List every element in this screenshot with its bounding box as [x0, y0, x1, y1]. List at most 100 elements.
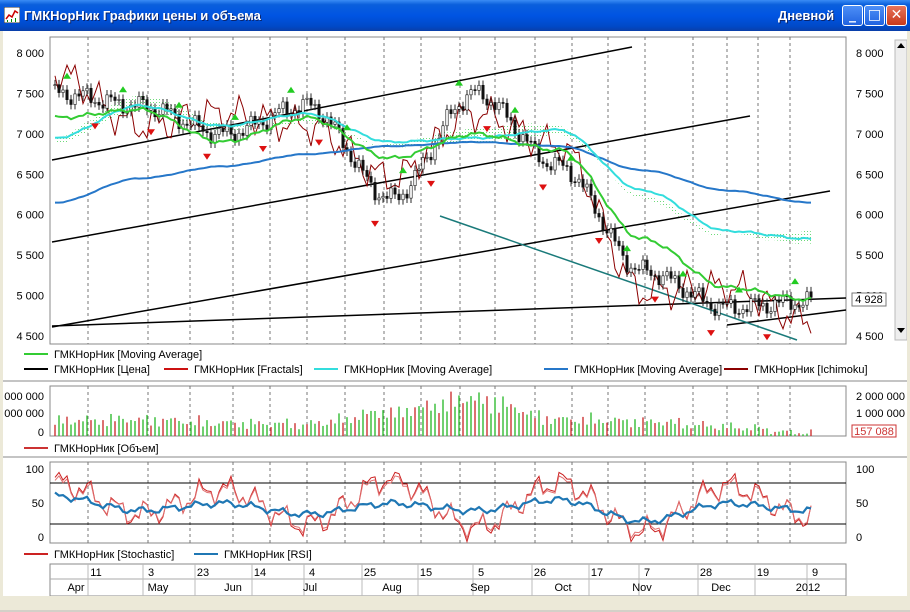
- volume-vertical-grid: [87, 386, 791, 436]
- maximize-button[interactable]: □: [864, 5, 885, 26]
- x-day-label: 9: [812, 567, 818, 579]
- price-candle-body: [797, 304, 801, 308]
- x-month-label: Sep: [470, 582, 490, 594]
- price-candle-body: [689, 291, 693, 298]
- price-right-tick: 4 500: [856, 331, 884, 343]
- price-candle-body: [461, 106, 465, 111]
- price-candle-body: [597, 213, 601, 218]
- price-left-tick: 4 500: [16, 331, 44, 343]
- x-month-label: Jun: [224, 582, 242, 594]
- price-candle-body: [457, 106, 461, 110]
- price-candle-body: [389, 187, 393, 199]
- price-candle-body: [113, 96, 117, 101]
- price-candle-body: [509, 117, 513, 121]
- price-candle-body: [653, 275, 657, 277]
- price-candle-body: [693, 291, 697, 298]
- legend-label: ГМКНорНик [Moving Average]: [54, 349, 202, 361]
- last-volume-label: 157 088: [854, 426, 894, 438]
- close-button[interactable]: ✕: [886, 5, 907, 26]
- price-candle-body: [573, 181, 577, 184]
- price-candle-body: [413, 170, 417, 186]
- price-candle-body: [57, 84, 61, 93]
- price-candle-body: [369, 176, 373, 183]
- oscillator-plot-area: [49, 461, 847, 544]
- rsi-line: [54, 491, 812, 525]
- price-candle-body: [681, 288, 685, 298]
- price-candle-body: [729, 299, 733, 304]
- price-candle-body: [69, 99, 73, 105]
- period-label[interactable]: Дневной: [778, 8, 835, 23]
- price-candle-body: [117, 99, 121, 101]
- price-candle-body: [321, 118, 325, 123]
- volume-left-tick: 000 000: [4, 408, 44, 420]
- price-candle-body: [789, 296, 793, 310]
- price-candle-body: [741, 309, 745, 314]
- price-candle-body: [81, 90, 85, 97]
- x-month-label: Aug: [382, 582, 402, 594]
- last-price-label: 4 928: [855, 294, 883, 306]
- x-month-label: Nov: [632, 582, 652, 594]
- fractal-down-marker: [147, 129, 155, 136]
- price-candle-body: [61, 89, 65, 93]
- price-candle-body: [185, 123, 189, 126]
- scroll-up-icon[interactable]: [897, 43, 905, 48]
- price-candle-body: [73, 93, 77, 105]
- price-candle-body: [569, 165, 573, 183]
- price-legend: ГМКНорНик [Moving Average] ГМКНорНик [Цен…: [24, 349, 868, 376]
- price-candle-body: [305, 97, 309, 100]
- price-candle-body: [525, 134, 529, 142]
- price-candle-body: [809, 291, 813, 298]
- price-candle-body: [373, 182, 377, 201]
- last-price-box: [851, 292, 887, 307]
- price-candle-body: [665, 271, 669, 277]
- price-candle-body: [769, 311, 773, 314]
- price-candle-body: [421, 157, 425, 170]
- minimize-button[interactable]: _: [842, 5, 863, 26]
- fractal-down-marker: [539, 184, 547, 191]
- price-candle-body: [577, 178, 581, 183]
- price-candle-body: [253, 115, 257, 125]
- price-candle-body: [429, 156, 433, 161]
- chart-area: 8 000 8 000 7 500 7 500 7 000 7 000 6 500 6 500…: [3, 31, 908, 607]
- title-bar[interactable]: ГМКНорНик Графики цены и объема Дневной …: [0, 0, 910, 31]
- price-candle-body: [565, 165, 569, 167]
- price-candle-body: [697, 287, 701, 292]
- scroll-down-icon[interactable]: [897, 328, 905, 333]
- price-candle-body: [201, 125, 205, 132]
- price-candle-body: [341, 128, 345, 148]
- price-candle-body: [709, 302, 713, 310]
- x-month-label: May: [148, 582, 169, 594]
- price-candle-body: [793, 304, 797, 310]
- fractal-up-marker: [119, 86, 127, 93]
- price-candle-body: [425, 156, 429, 159]
- price-series-group: [51, 46, 847, 341]
- price-right-tick: 7 000: [856, 129, 884, 141]
- price-candle-body: [601, 216, 605, 231]
- fractal-up-marker: [735, 286, 743, 293]
- price-candle-body: [313, 104, 317, 106]
- price-candle-body: [549, 166, 553, 171]
- fractal-down-marker: [595, 238, 603, 245]
- x-axis[interactable]: [49, 563, 847, 597]
- fractal-down-marker: [315, 139, 323, 146]
- x-month-label: Oct: [554, 582, 571, 594]
- price-candle-body: [537, 143, 541, 163]
- price-candle-body: [701, 287, 705, 302]
- fractal-up-marker: [399, 167, 407, 174]
- price-scrollbar[interactable]: [894, 39, 908, 341]
- price-candle-body: [393, 187, 397, 195]
- price-candle-body: [557, 157, 561, 161]
- legend-label: ГМКНорНик [Ichimoku]: [754, 364, 868, 376]
- price-right-tick: 6 500: [856, 169, 884, 181]
- moving-average-cyan: [54, 103, 812, 241]
- price-candle-body: [417, 168, 421, 171]
- price-candle-body: [93, 102, 97, 104]
- price-candle-body: [649, 269, 653, 276]
- price-candle-body: [777, 299, 781, 303]
- osc-right-tick: 50: [856, 498, 868, 510]
- volume-left-tick: 0: [38, 427, 44, 439]
- price-candle-body: [613, 227, 617, 242]
- price-candle-body: [753, 298, 757, 300]
- price-candle-body: [309, 97, 313, 106]
- price-candle-body: [657, 275, 661, 286]
